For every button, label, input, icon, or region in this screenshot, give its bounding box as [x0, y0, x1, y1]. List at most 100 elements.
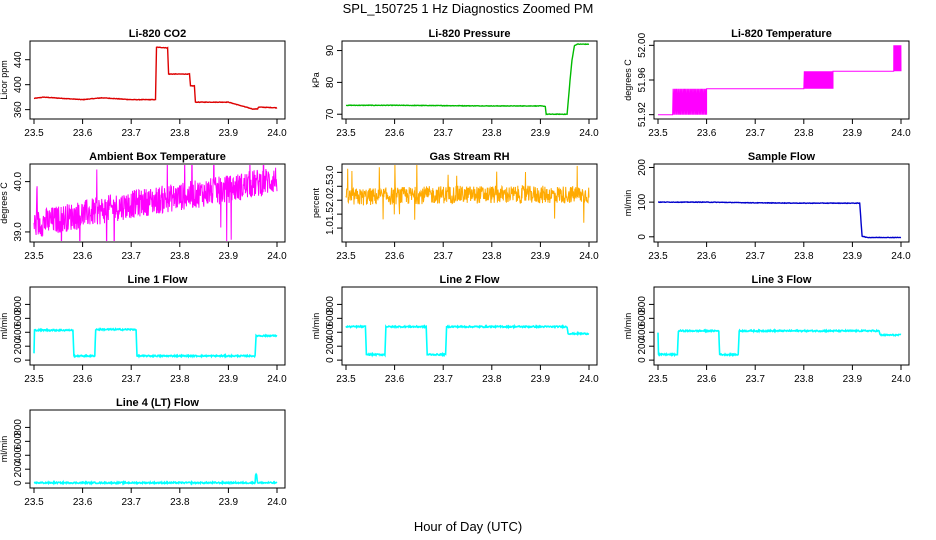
x-tick-label: 23.5 [24, 374, 44, 385]
x-tick-label: 23.9 [219, 497, 239, 508]
y-tick-label: 200 [325, 337, 336, 354]
series-pressure [345, 43, 590, 116]
plot-frame [341, 163, 598, 243]
panel-line4: Line 4 (LT) Flow ml/min 23.5 23.6 23.7 23.8 23… [0, 397, 287, 508]
x-tick-label: 23.8 [794, 128, 814, 139]
panel-title: Li-820 Pressure [429, 28, 511, 40]
x-tick-label: 23.8 [482, 128, 502, 139]
y-tick-label: 0 [637, 357, 648, 363]
y-axis-label: ml/min [0, 313, 9, 340]
panel-line2: Line 2 Flow ml/min 23.5 23.6 23.7 23.8 23.9 24.… [311, 274, 599, 385]
y-tick-label: 800 [13, 296, 24, 313]
y-tick-label: 400 [325, 323, 336, 340]
y-tick-label: 800 [13, 419, 24, 436]
x-tick-label: 23.9 [219, 374, 239, 385]
series-line [33, 472, 278, 486]
x-tick-label: 23.5 [24, 497, 44, 508]
x-tick-label: 23.6 [385, 128, 405, 139]
y-tick-label: 90 [325, 45, 336, 57]
y-tick-label: 51.92 [637, 102, 648, 127]
x-tick-label: 23.6 [385, 374, 405, 385]
x-tick-label: 23.6 [697, 251, 717, 262]
series-box_temp [33, 165, 278, 241]
x-tick-label: 23.5 [648, 128, 668, 139]
x-tick-label: 23.9 [843, 128, 863, 139]
x-tick-label: 23.9 [219, 128, 239, 139]
y-tick-label: 51.96 [637, 67, 648, 92]
series-line [345, 43, 590, 116]
x-tick-label: 23.7 [433, 128, 453, 139]
y-tick-label: 600 [637, 310, 648, 327]
y-tick-label: 600 [13, 310, 24, 327]
series-line [33, 46, 278, 110]
y-tick-label: 600 [13, 433, 24, 450]
y-tick-label: 2.0 [325, 193, 336, 207]
x-tick-label: 23.7 [121, 251, 141, 262]
y-tick-label: 0 [637, 234, 648, 240]
x-tick-label: 24.0 [267, 497, 287, 508]
plot-frame [653, 163, 910, 243]
y-tick-label: 200 [637, 337, 648, 354]
y-tick-label: 2.5 [325, 179, 336, 193]
x-tick-label: 23.5 [336, 251, 356, 262]
y-axis-label: ml/min [623, 190, 633, 217]
y-tick-label: 52.00 [637, 32, 648, 57]
x-tick-label: 24.0 [891, 251, 911, 262]
x-tick-label: 23.8 [170, 251, 190, 262]
x-tick-label: 24.0 [267, 128, 287, 139]
series-temperature [658, 45, 902, 116]
x-tick-label: 24.0 [891, 128, 911, 139]
x-tick-label: 23.7 [121, 128, 141, 139]
x-tick-label: 23.6 [73, 374, 93, 385]
y-tick-label: 0 [13, 357, 24, 363]
x-tick-label: 23.5 [648, 374, 668, 385]
x-tick-label: 24.0 [579, 128, 599, 139]
panel-title: Ambient Box Temperature [89, 151, 226, 163]
series-line [657, 328, 902, 358]
x-tick-label: 23.9 [531, 374, 551, 385]
y-tick-label: 200 [13, 337, 24, 354]
x-tick-label: 23.6 [697, 128, 717, 139]
x-tick-label: 23.5 [336, 128, 356, 139]
x-tick-label: 24.0 [891, 374, 911, 385]
x-tick-label: 23.8 [794, 251, 814, 262]
y-axis-label: degrees C [0, 182, 9, 224]
y-tick-label: 800 [637, 296, 648, 313]
x-tick-label: 23.7 [745, 128, 765, 139]
x-tick-label: 23.8 [170, 497, 190, 508]
series-line2 [345, 323, 590, 358]
x-tick-label: 23.6 [697, 374, 717, 385]
y-axis-label: ml/min [311, 313, 321, 340]
panel-title: Line 2 Flow [440, 274, 500, 286]
panel-title: Line 1 Flow [128, 274, 188, 286]
y-tick-label: 200 [637, 159, 648, 176]
figure-title: SPL_150725 1 Hz Diagnostics Zoomed PM [343, 1, 594, 16]
x-tick-label: 23.6 [73, 128, 93, 139]
x-tick-label: 24.0 [267, 374, 287, 385]
panel-title: Li-820 Temperature [731, 28, 832, 40]
panel-title: Li-820 CO2 [129, 28, 186, 40]
y-tick-label: 440 [13, 51, 24, 68]
y-tick-label: 400 [637, 323, 648, 340]
plot-frame [29, 163, 286, 243]
panel-line3: Line 3 Flow ml/min 23.5 23.6 23.7 23.8 23.9 24.… [623, 274, 911, 385]
y-tick-label: 0 [13, 480, 24, 486]
series-line4 [33, 472, 278, 486]
y-axis-label: percent [311, 187, 321, 218]
plot-frame [29, 40, 286, 120]
y-tick-label: 200 [13, 460, 24, 477]
plot-frame [653, 286, 910, 366]
x-tick-label: 24.0 [579, 251, 599, 262]
y-tick-label: 800 [325, 296, 336, 313]
x-tick-label: 23.7 [121, 374, 141, 385]
x-tick-label: 23.8 [482, 374, 502, 385]
series-rh [345, 165, 590, 223]
panel-box_temp: Ambient Box Temperature degrees C 23.5 23.6… [0, 151, 287, 262]
panel-temperature: Li-820 Temperature degrees C 23.5 23.6 23.7 2… [623, 28, 911, 139]
x-tick-label: 23.9 [531, 251, 551, 262]
x-tick-label: 23.8 [170, 128, 190, 139]
series-line [658, 45, 902, 116]
y-tick-label: 400 [13, 446, 24, 463]
y-tick-label: 600 [325, 310, 336, 327]
panel-title: Gas Stream RH [429, 151, 509, 163]
